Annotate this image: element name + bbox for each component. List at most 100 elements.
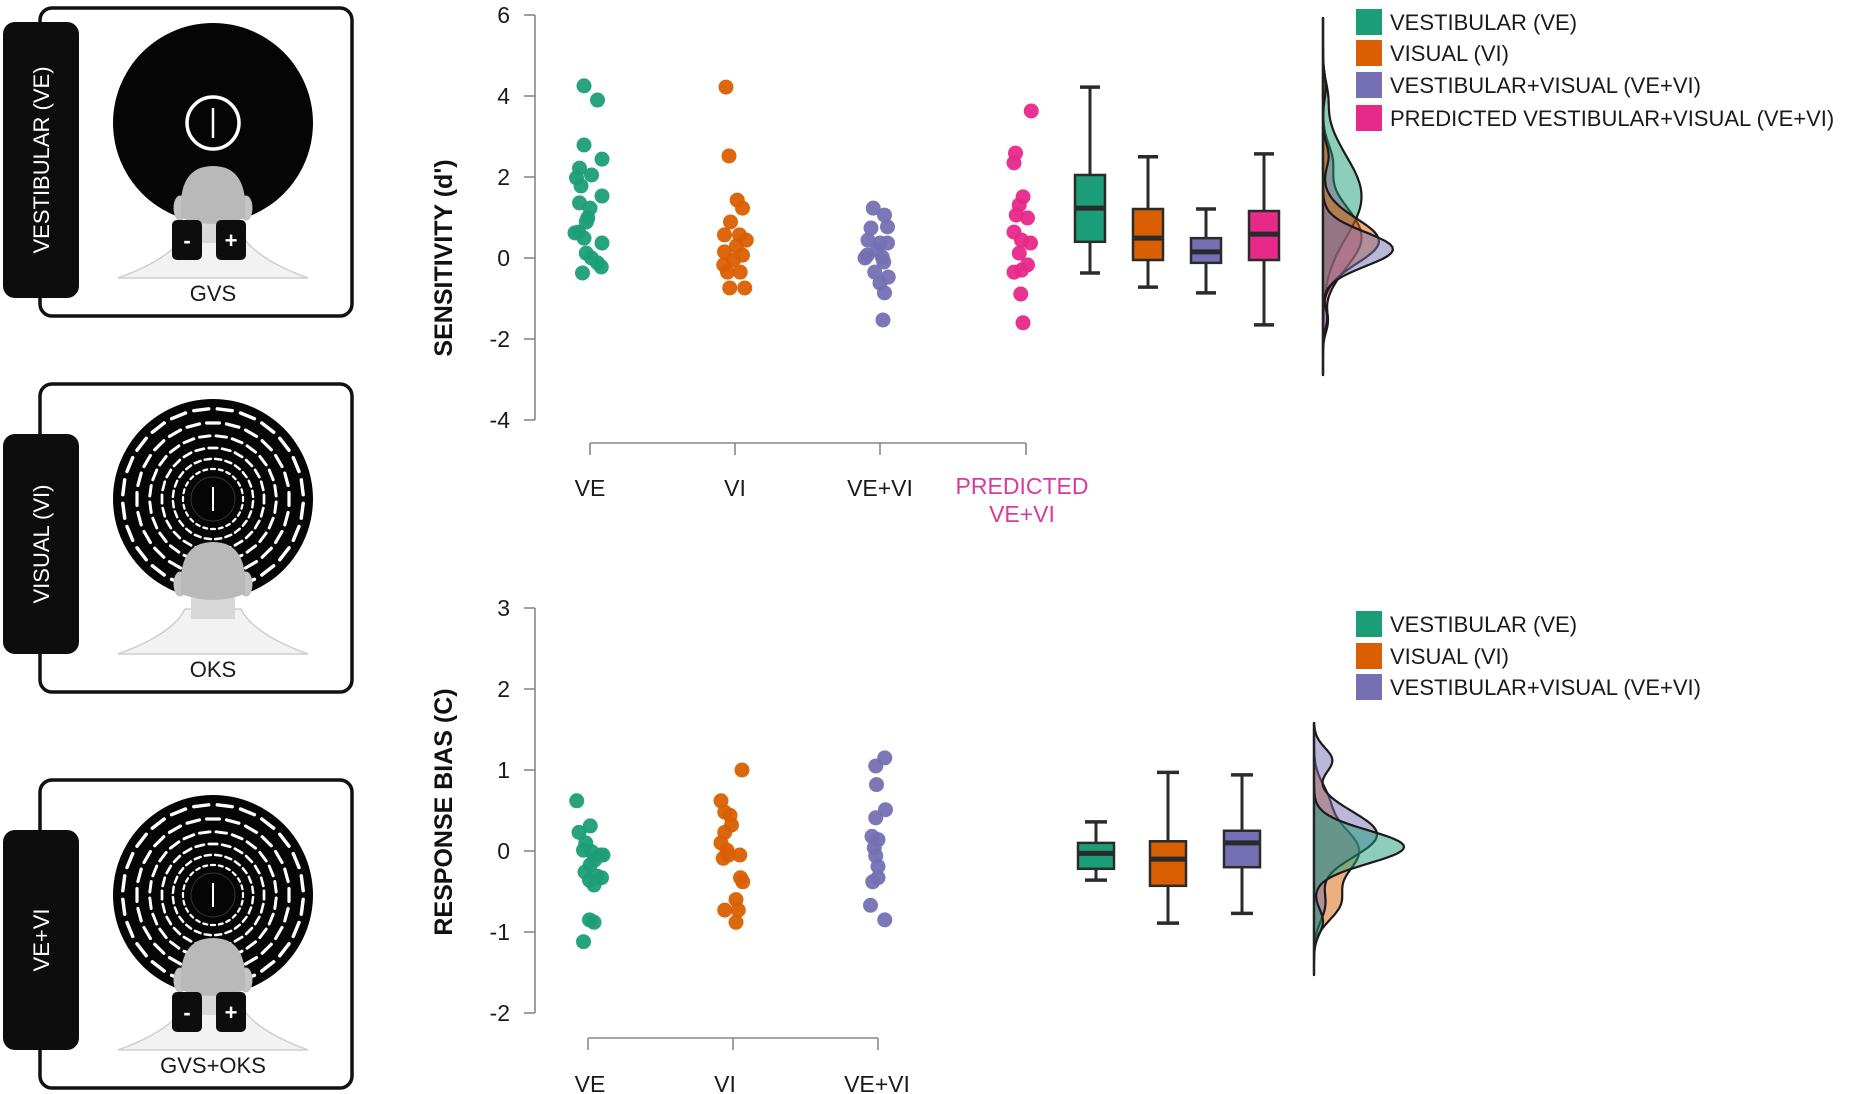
boxplot-vi [1131,155,1165,289]
legend-label-vevi: VESTIBULAR+VISUAL (VE+VI) [1390,675,1701,700]
legend-label-vevi: VESTIBULAR+VISUAL (VE+VI) [1390,73,1701,98]
data-point [877,207,892,223]
box [1222,829,1262,869]
electrode-positive-label: + [225,1000,238,1025]
data-point [877,750,893,766]
y-tick-label: -1 [490,919,510,945]
panel-vevi: VE+VI- +GVS+OKS [3,778,354,1090]
gvs-electrodes: - + [172,220,246,260]
legend-swatch-ve [1356,9,1382,35]
legend-label-ve: VESTIBULAR (VE) [1390,612,1577,637]
data-point [1015,315,1031,331]
data-point [717,902,733,918]
condition-label: VESTIBULAR (VE) [29,66,54,253]
series-ve [567,78,610,281]
x-tick-label-vevi: VE+VI [844,1071,910,1094]
legend: VESTIBULAR (VE) VISUAL (VI) VESTIBULAR+V… [1356,611,1701,700]
tunnel-dashes-icon [121,407,305,591]
condition-label: VISUAL (VI) [29,485,54,604]
density-plot [1321,16,1394,377]
series-vi [716,79,754,296]
y-tick-label: 3 [497,595,510,621]
data-point [567,225,583,241]
y-tick-label: -2 [490,326,510,352]
data-point [1011,245,1027,261]
legend-label-predicted: PREDICTED VESTIBULAR+VISUAL (VE+VI) [1390,106,1834,131]
boxplots [1073,85,1281,327]
condition-label-pill [3,434,79,654]
x-tick-label-ve: VE [575,1071,606,1094]
electrode-positive [216,220,246,260]
data-point [880,219,895,235]
stimulation-caption: GVS+OKS [160,1053,266,1078]
data-point [877,912,893,928]
y-tick-label: -4 [490,407,511,433]
boxplot-ve [1073,85,1107,275]
x-axis: VE VI VE+VI [575,1037,910,1094]
electrode-negative-label: - [183,1000,190,1025]
y-axis-title: SENSITIVITY (d') [430,159,458,356]
y-axis: 6 4 2 0 -2 -4 [490,2,536,433]
data-point [1023,103,1039,119]
y-tick-label: 2 [497,676,510,702]
data-point [1006,155,1022,171]
legend-swatch-vi [1356,40,1382,66]
series-vevi [863,750,893,928]
data-point [1023,235,1038,251]
data-point [715,850,731,866]
electrode-positive-label: + [225,228,238,253]
electrode-negative [172,220,202,260]
condition-label: VE+VI [29,909,54,972]
data-point [576,137,592,153]
data-point [877,285,892,301]
gvs-electrodes: - + [172,992,246,1032]
y-tick-label: 2 [497,164,510,190]
data-point [594,235,610,251]
series-vevi [857,200,896,328]
data-point [732,264,748,280]
series-ve [569,793,611,950]
boxplots [1076,770,1262,925]
legend-swatch-predicted [1356,105,1382,131]
fixation-ring-icon [185,95,241,151]
x-tick-label-vi: VI [724,475,746,501]
data-point [737,280,753,296]
x-tick-label-ve: VE [575,475,606,501]
y-tick-label: 0 [497,838,510,864]
y-tick-label: 1 [497,757,510,783]
data-point [594,151,610,167]
x-tick-label-vevi: VE+VI [847,475,913,501]
data-point [586,914,602,930]
data-point [1013,286,1029,302]
boxplot-vevi [1222,773,1262,916]
series-vi [713,762,751,930]
electrode-negative-label: - [183,228,190,253]
data-point [868,810,884,826]
data-point [722,280,738,296]
boxplot-pred [1247,152,1281,327]
data-point [717,227,732,243]
data-point [713,793,729,809]
y-axis: 3 2 1 0 -1 -2 [490,595,536,1026]
boxplot-ve [1076,820,1116,882]
data-point [1008,207,1024,223]
head-icon [117,542,309,655]
data-point [860,232,876,248]
boxplot-vevi [1189,207,1223,295]
boxplot-vi [1148,770,1188,925]
legend-label-vi: VISUAL (VI) [1390,644,1509,669]
data-point [865,200,881,216]
panel-ve: VESTIBULAR (VE) - +GVS [3,6,354,318]
stimulation-caption: GVS [190,281,236,306]
data-point [732,847,748,863]
legend-label-vi: VISUAL (VI) [1390,41,1509,66]
panel-vi: VISUAL (VI) OKS [3,382,354,694]
data-point [584,167,599,183]
x-tick-label-predicted-line1: PREDICTED [956,473,1089,499]
sensitivity-chart: SENSITIVITY (d') 6 4 2 0 -2 -4 VE VI VE+VI PR… [430,2,1834,527]
y-tick-label: 6 [497,2,510,28]
scatter-points [569,750,893,950]
data-point [582,872,597,888]
